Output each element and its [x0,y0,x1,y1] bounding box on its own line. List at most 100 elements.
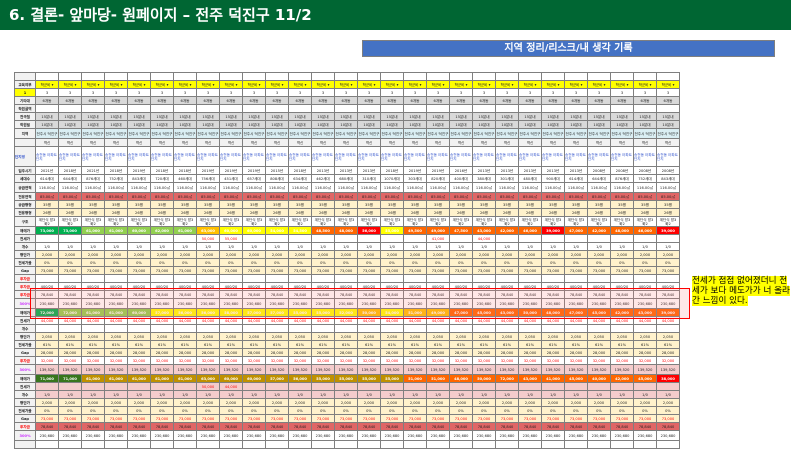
table-cell[interactable]: 학군비 ▾ [242,80,266,89]
table-cell[interactable] [311,72,335,81]
table-cell[interactable]: 820세대 [426,174,450,183]
table-cell[interactable]: 계단식 방3 화2 [35,216,59,227]
table-cell[interactable]: 2,050 [196,332,220,341]
table-cell[interactable] [564,104,588,113]
table-cell[interactable]: 48,000 [334,226,358,235]
table-cell[interactable]: 15분내 [334,112,358,121]
table-cell[interactable]: 역신 [173,138,197,147]
table-cell[interactable] [357,382,381,391]
table-cell[interactable]: 계단식 방3 화2 [518,216,542,227]
table-cell[interactable] [81,234,105,243]
table-cell[interactable]: 28,000 [265,348,289,357]
table-cell[interactable]: 역신 [380,138,404,147]
table-cell[interactable]: 32,000 [633,356,657,365]
table-cell[interactable]: 85.00㎡ [633,192,657,201]
table-cell[interactable]: 2,000 [357,250,381,259]
table-cell[interactable]: 61% [127,340,151,349]
table-cell[interactable] [449,72,473,81]
table-cell[interactable]: 계단식 방3 화2 [288,216,312,227]
table-cell[interactable]: 230,680 [357,430,381,441]
table-cell[interactable] [610,382,634,391]
table-cell[interactable]: 63,000 [196,374,220,383]
table-cell[interactable]: 0% [288,258,312,267]
table-cell[interactable]: 73,000 [334,266,358,275]
table-cell[interactable]: 230,680 [633,430,657,441]
table-cell[interactable] [104,234,128,243]
table-cell[interactable]: 3 [196,88,220,97]
table-cell[interactable]: 2,000 [35,250,59,259]
table-cell[interactable]: 0% [518,406,542,415]
table-cell[interactable]: 2,000 [587,398,611,407]
table-cell[interactable]: 73,000 [610,414,634,423]
table-cell[interactable] [564,234,588,243]
table-cell[interactable]: 2,000 [35,398,59,407]
table-cell[interactable]: 2,050 [472,332,496,341]
table-cell[interactable]: 1/0 [518,390,542,399]
table-cell[interactable]: 1/0 [173,390,197,399]
table-cell[interactable]: 2,050 [518,332,542,341]
table-cell[interactable] [357,274,381,283]
table-cell[interactable]: 2,000 [380,398,404,407]
table-cell[interactable]: 61% [633,340,657,349]
table-cell[interactable]: 0% [610,406,634,415]
table-cell[interactable]: 송천동 아파트 단지 [495,146,519,167]
table-cell[interactable]: 15분내 [173,112,197,121]
table-cell[interactable]: 73,000 [242,266,266,275]
table-cell[interactable]: 480세대 [518,174,542,183]
table-cell[interactable] [81,324,105,333]
table-cell[interactable]: 1/0 [656,242,680,251]
table-cell[interactable]: 139,520 [610,364,634,375]
table-cell[interactable]: 6개동 [380,96,404,105]
table-cell[interactable]: 61% [449,340,473,349]
table-cell[interactable]: 2018년 [288,166,312,175]
table-cell[interactable]: 876세대 [81,174,105,183]
table-cell[interactable]: 송천동 아파트 단지 [633,146,657,167]
table-cell[interactable]: 139,520 [633,364,657,375]
table-cell[interactable]: 2,050 [610,332,634,341]
table-cell[interactable]: 26평 [196,208,220,217]
table-cell[interactable]: 2008년 [656,166,680,175]
table-cell[interactable] [58,274,82,283]
table-cell[interactable]: 32,000 [242,356,266,365]
table-cell[interactable]: 0% [150,406,174,415]
table-cell[interactable]: 78,840 [633,422,657,431]
table-cell[interactable]: 61% [564,340,588,349]
table-cell[interactable] [541,324,565,333]
table-cell[interactable] [656,274,680,283]
table-cell[interactable]: 역신 [541,138,565,147]
table-cell[interactable]: 학군비 ▾ [150,80,174,89]
table-cell[interactable]: 3 [219,88,243,97]
table-cell[interactable]: 73,000 [334,414,358,423]
table-cell[interactable]: 73,000 [150,414,174,423]
table-cell[interactable]: 2013년 [357,166,381,175]
table-cell[interactable]: 0% [518,258,542,267]
table-cell[interactable]: 32,000 [495,356,519,365]
table-cell[interactable]: 3 [633,88,657,97]
table-cell[interactable]: 28,000 [104,348,128,357]
table-cell[interactable]: 15분내 [633,112,657,121]
table-cell[interactable] [127,382,151,391]
table-cell[interactable]: 2,050 [35,332,59,341]
table-cell[interactable]: 85.00㎡ [127,192,151,201]
table-cell[interactable]: 0% [311,406,335,415]
table-cell[interactable]: 학군비 ▾ [587,80,611,89]
table-cell[interactable] [587,324,611,333]
table-cell[interactable]: 61% [265,340,289,349]
table-cell[interactable] [403,234,427,243]
table-cell[interactable]: 역신 [426,138,450,147]
table-cell[interactable] [380,274,404,283]
table-cell[interactable]: 26평 [150,208,174,217]
table-cell[interactable] [173,274,197,283]
table-cell[interactable]: 1/0 [104,390,128,399]
table-cell[interactable] [81,382,105,391]
table-cell[interactable]: 3 [495,88,519,97]
table-cell[interactable]: 학군비 ▾ [334,80,358,89]
table-cell[interactable]: 10분대 [173,120,197,129]
table-cell[interactable]: 43,000 [518,374,542,383]
table-cell[interactable]: 35평 [288,200,312,209]
table-cell[interactable]: 32,000 [587,356,611,365]
table-cell[interactable]: 26평 [587,208,611,217]
table-cell[interactable]: 28,000 [403,348,427,357]
table-cell[interactable]: 26평 [81,208,105,217]
table-cell[interactable]: 26평 [610,208,634,217]
